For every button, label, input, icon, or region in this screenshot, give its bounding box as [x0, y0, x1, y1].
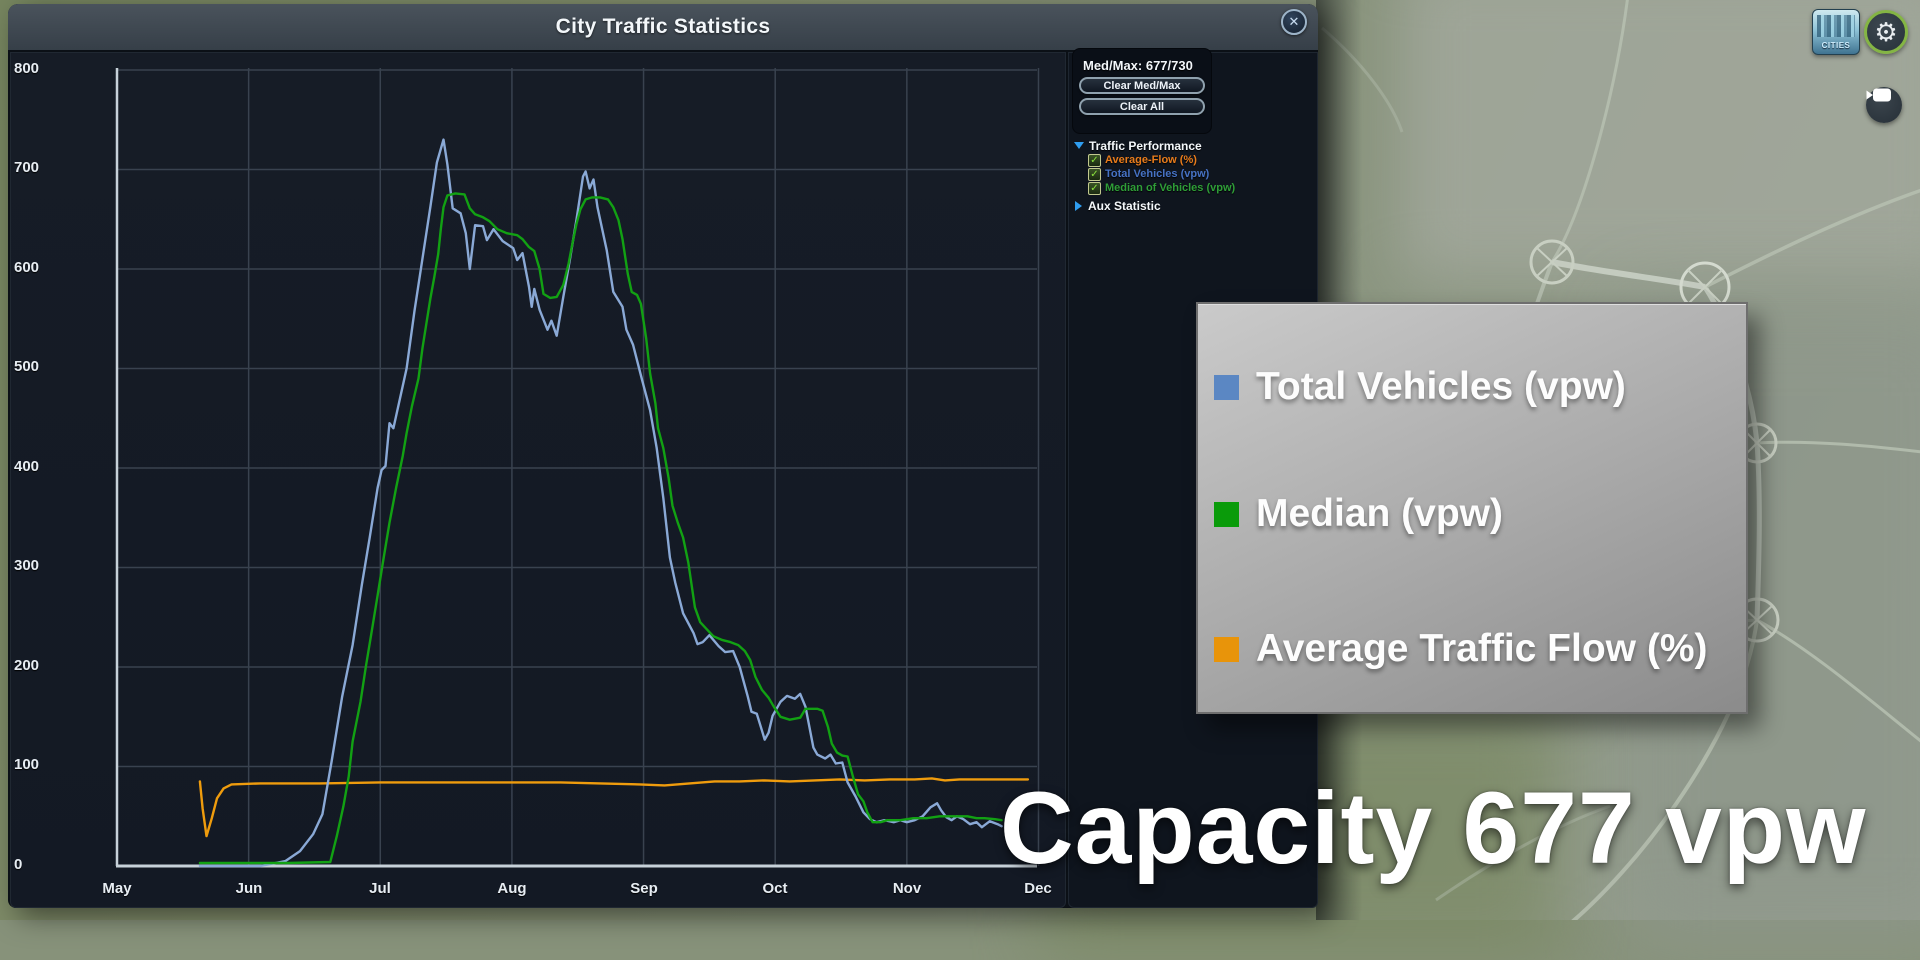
capacity-banner: Capacity 677 vpw — [1000, 770, 1866, 887]
legend-row-total-vehicles: Total Vehicles (vpw) — [1198, 361, 1746, 413]
legend-label: Average Traffic Flow (%) — [1256, 627, 1708, 671]
close-button[interactable]: ✕ — [1281, 9, 1307, 35]
checkbox-checked-icon[interactable]: ✓ — [1088, 168, 1101, 181]
chevron-down-icon — [1074, 142, 1084, 149]
checkbox-checked-icon[interactable]: ✓ — [1088, 154, 1101, 167]
legend-row-median: Median (vpw) — [1198, 488, 1746, 540]
legend-label: Median (vpw) — [1256, 492, 1503, 536]
tree-group-label: Traffic Performance — [1089, 139, 1202, 153]
tree-group-label: Aux Statistic — [1088, 199, 1161, 213]
gear-glyph: ⚙ — [1874, 19, 1897, 45]
window-titlebar[interactable]: City Traffic Statistics — [8, 4, 1318, 50]
logo-buildings-art — [1817, 15, 1855, 37]
statistics-tree: Traffic Performance ✓ Average-Flow (%) ✓… — [1072, 138, 1312, 213]
legend-swatch-orange — [1214, 637, 1239, 662]
cities-logo-thumbnail[interactable]: CITIES — [1812, 9, 1860, 55]
logo-text: CITIES — [1813, 41, 1859, 50]
window-title: City Traffic Statistics — [556, 15, 771, 39]
medmax-box: Med/Max: 677/730 Clear Med/Max Clear All — [1072, 48, 1212, 134]
clear-all-button[interactable]: Clear All — [1079, 98, 1205, 115]
legend-swatch-blue — [1214, 375, 1239, 400]
tree-item-label: Median of Vehicles (vpw) — [1105, 182, 1235, 194]
tree-group-aux-statistic[interactable]: Aux Statistic — [1072, 198, 1312, 213]
legend-swatch-green — [1214, 502, 1239, 527]
checkbox-checked-icon[interactable]: ✓ — [1088, 182, 1101, 195]
tree-group-traffic-performance[interactable]: Traffic Performance — [1072, 138, 1312, 153]
tree-item-average-flow[interactable]: ✓ Average-Flow (%) — [1088, 153, 1312, 167]
legend-label: Total Vehicles (vpw) — [1256, 365, 1626, 409]
chevron-right-icon — [1075, 201, 1082, 211]
tree-item-total-vehicles[interactable]: ✓ Total Vehicles (vpw) — [1088, 167, 1312, 181]
close-icon: ✕ — [1289, 14, 1300, 30]
tree-item-label: Average-Flow (%) — [1105, 154, 1197, 166]
settings-gear-icon[interactable]: ⚙ — [1864, 10, 1908, 54]
clear-medmax-button[interactable]: Clear Med/Max — [1079, 77, 1205, 94]
chart-panel — [10, 52, 1066, 908]
tree-item-median-vehicles[interactable]: ✓ Median of Vehicles (vpw) — [1088, 181, 1312, 195]
legend-row-average-flow: Average Traffic Flow (%) — [1198, 623, 1746, 675]
legend-overlay: Total Vehicles (vpw) Median (vpw) Averag… — [1196, 302, 1748, 714]
medmax-value: Med/Max: 677/730 — [1083, 58, 1211, 73]
camera-icon — [1866, 87, 1892, 103]
tree-item-label: Total Vehicles (vpw) — [1105, 168, 1209, 180]
camera-recorder-icon[interactable] — [1866, 87, 1902, 123]
